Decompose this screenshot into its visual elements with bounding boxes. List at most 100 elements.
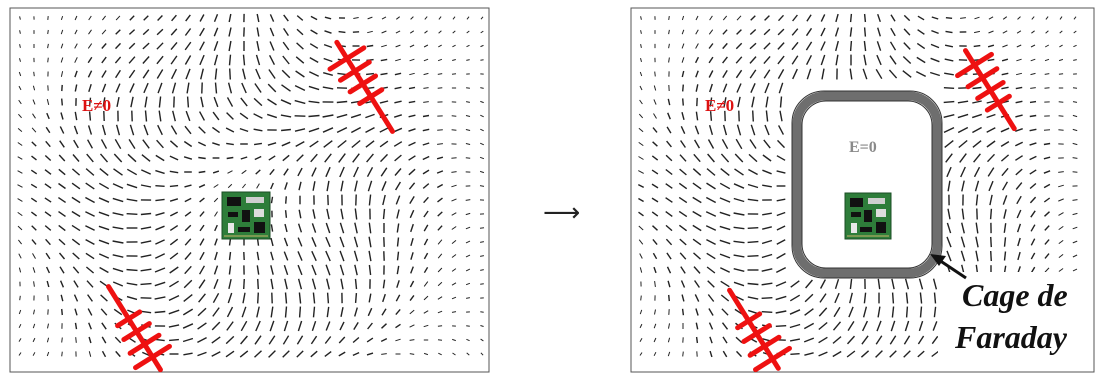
field-arrow-icon xyxy=(228,238,232,246)
field-arrow-icon xyxy=(142,42,150,50)
field-arrow-icon xyxy=(776,198,786,202)
field-arrow-icon xyxy=(946,166,952,178)
field-arrow-icon xyxy=(409,196,415,204)
field-arrow-icon xyxy=(737,96,741,108)
field-arrow-icon xyxy=(284,223,288,233)
field-arrow-icon xyxy=(437,197,443,203)
field-arrow-icon xyxy=(1029,128,1037,132)
field-arrow-icon xyxy=(98,253,110,259)
field-arrow-icon xyxy=(74,84,78,92)
field-arrow-icon xyxy=(733,281,745,287)
field-arrow-icon xyxy=(480,44,484,48)
field-arrow-icon xyxy=(750,15,756,21)
field-arrow-icon xyxy=(241,82,247,94)
field-arrow-icon xyxy=(312,181,316,191)
field-arrow-icon xyxy=(957,126,969,134)
field-arrow-icon xyxy=(408,168,416,176)
field-arrow-icon xyxy=(241,169,247,175)
field-arrow-icon xyxy=(960,236,966,248)
field-arrow-icon xyxy=(722,350,728,358)
field-arrow-icon xyxy=(381,323,387,329)
field-arrow-icon xyxy=(211,126,221,134)
field-arrow-icon xyxy=(199,41,205,51)
field-arrow-icon xyxy=(169,170,179,174)
field-arrow-icon xyxy=(986,127,996,133)
field-arrow-icon xyxy=(891,306,895,318)
field-arrow-icon xyxy=(338,351,346,357)
field-arrow-icon xyxy=(762,184,772,188)
field-arrow-icon xyxy=(226,156,234,160)
field-arrow-icon xyxy=(46,112,50,120)
field-arrow-icon xyxy=(667,112,671,120)
field-arrow-icon xyxy=(270,306,274,318)
field-arrow-icon xyxy=(1072,101,1078,103)
field-arrow-icon xyxy=(99,153,109,163)
field-arrow-icon xyxy=(336,113,348,119)
field-arrow-icon xyxy=(1059,16,1063,20)
field-arrow-icon xyxy=(694,294,700,302)
field-arrow-icon xyxy=(989,208,993,220)
field-arrow-icon xyxy=(396,251,400,261)
field-arrow-icon xyxy=(789,323,801,329)
field-arrow-icon xyxy=(707,280,715,288)
field-arrow-icon xyxy=(639,85,643,91)
field-arrow-icon xyxy=(112,183,124,189)
field-arrow-icon xyxy=(381,181,387,191)
field-arrow-icon xyxy=(310,15,318,21)
field-arrow-icon xyxy=(947,180,951,192)
field-arrow-icon xyxy=(651,183,659,189)
field-arrow-icon xyxy=(310,153,318,163)
field-arrow-icon xyxy=(751,96,755,108)
field-arrow-icon xyxy=(112,197,124,203)
field-arrow-icon xyxy=(213,27,219,37)
field-arrow-icon xyxy=(720,294,730,302)
field-arrow-icon xyxy=(1016,223,1022,233)
field-arrow-icon xyxy=(1044,225,1050,231)
field-arrow-icon xyxy=(437,325,443,327)
field-arrow-icon xyxy=(862,68,868,80)
field-arrow-icon xyxy=(396,265,400,275)
field-arrow-icon xyxy=(819,293,827,303)
field-arrow-icon xyxy=(436,183,444,189)
field-arrow-icon xyxy=(734,168,744,176)
field-arrow-icon xyxy=(296,42,304,50)
field-arrow-icon xyxy=(86,280,94,288)
field-arrow-icon xyxy=(975,250,979,262)
field-arrow-icon xyxy=(748,153,758,163)
field-arrow-icon xyxy=(653,351,657,357)
field-arrow-icon xyxy=(339,250,345,262)
field-arrow-icon xyxy=(379,153,389,163)
field-arrow-icon xyxy=(709,111,713,121)
field-arrow-icon xyxy=(695,84,699,92)
field-arrow-icon xyxy=(213,54,219,66)
field-arrow-icon xyxy=(804,293,814,303)
field-arrow-icon xyxy=(1002,44,1008,48)
field-arrow-icon xyxy=(85,182,95,190)
field-arrow-icon xyxy=(169,140,179,148)
field-arrow-icon xyxy=(933,306,937,318)
field-arrow-icon xyxy=(1030,238,1036,246)
field-arrow-icon xyxy=(943,87,955,89)
field-arrow-icon xyxy=(197,322,207,330)
field-arrow-icon xyxy=(141,154,151,162)
field-arrow-icon xyxy=(889,335,897,345)
field-arrow-icon xyxy=(917,15,925,21)
field-arrow-icon xyxy=(45,266,51,274)
field-arrow-icon xyxy=(213,197,219,203)
field-arrow-icon xyxy=(170,28,178,36)
field-arrow-icon xyxy=(269,168,275,176)
field-arrow-icon xyxy=(269,14,275,22)
field-arrow-icon xyxy=(309,43,319,49)
field-arrow-icon xyxy=(368,264,372,276)
field-arrow-icon xyxy=(395,323,401,329)
field-arrow-icon xyxy=(775,281,787,287)
field-arrow-icon xyxy=(973,44,981,48)
field-arrow-icon xyxy=(33,71,35,77)
field-arrow-icon xyxy=(847,321,855,331)
field-arrow-icon xyxy=(225,127,235,133)
field-arrow-icon xyxy=(340,278,344,290)
field-arrow-icon xyxy=(128,29,136,35)
field-arrow-icon xyxy=(73,280,79,288)
field-arrow-icon xyxy=(708,70,714,78)
field-arrow-icon xyxy=(722,124,728,136)
